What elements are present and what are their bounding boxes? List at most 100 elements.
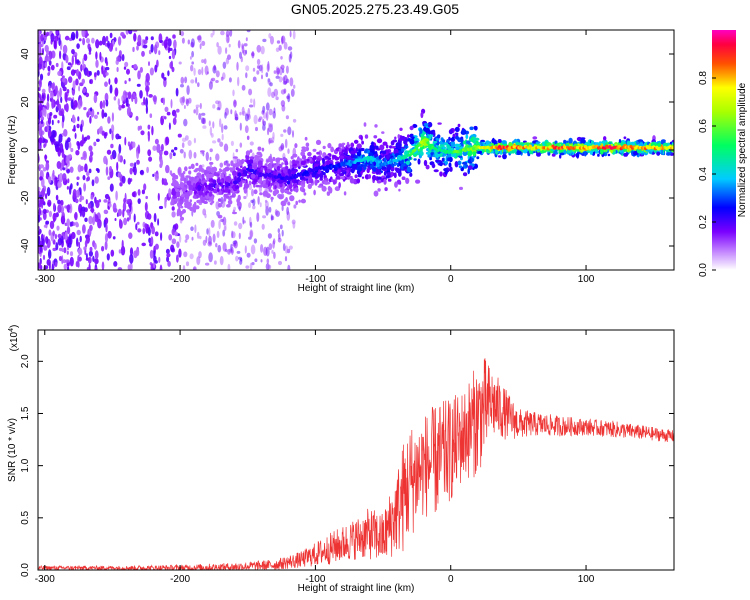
spectrogram-noise-blob — [89, 116, 92, 124]
spectrogram-ridge-mark — [583, 151, 587, 157]
spectrogram-noise-blob — [101, 261, 105, 270]
spectrogram-ridge-mark — [184, 166, 188, 172]
spectrogram-noise-blob — [38, 186, 41, 192]
spectrogram-noise-blob — [120, 245, 126, 256]
spectrogram-noise-blob — [142, 227, 146, 235]
spectrogram-noise-blob — [86, 135, 91, 140]
spectrogram-noise-blob — [59, 50, 62, 60]
spectrogram-ridge-mark — [274, 189, 280, 195]
spectrogram-noise-blob — [83, 107, 87, 111]
spectrogram-ridge-mark — [194, 190, 197, 194]
spectrogram-noise-blob — [262, 124, 266, 131]
spectrogram-ridge-mark — [204, 183, 208, 188]
spectrogram-noise-blob — [210, 33, 214, 38]
spectrogram-ridge-mark — [448, 136, 451, 141]
spectrogram-noise-blob — [125, 97, 129, 107]
spectrogram-noise-blob — [46, 186, 51, 197]
spectrogram-noise-blob — [252, 198, 256, 206]
spectrogram-noise-blob — [103, 112, 108, 118]
spectrogram-noise-blob — [68, 76, 73, 83]
spectrogram-noise-blob — [248, 202, 252, 209]
spectrogram-noise-blob — [49, 112, 53, 116]
spectrogram-ridge-mark — [287, 168, 292, 175]
spectrogram-ridge-mark — [285, 197, 288, 203]
spectrogram-ridge-mark — [205, 173, 211, 179]
spectrogram-ridge-mark — [217, 198, 222, 202]
spectrogram-noise-blob — [38, 214, 41, 223]
spectrogram-noise-blob — [39, 73, 44, 81]
spectrogram-ridge-mark — [392, 139, 398, 143]
spectrogram-ridge-mark — [298, 180, 301, 186]
spectrogram-noise-blob — [132, 166, 135, 173]
spectrogram-noise-blob — [88, 215, 93, 225]
spectrogram-ridge-mark — [394, 181, 398, 188]
spectrogram-noise-blob — [176, 254, 179, 263]
spectrogram-noise-blob — [161, 72, 165, 79]
spectrogram-ridge-mark — [216, 178, 221, 184]
spectrogram-ridge-mark — [409, 172, 413, 177]
spectrogram-noise-blob — [245, 265, 250, 269]
spectrogram-noise-blob — [63, 153, 66, 164]
spectrogram-noise-blob — [206, 228, 209, 235]
spectrogram-noise-blob — [82, 57, 85, 67]
spectrogram-ridge-mark — [170, 173, 176, 177]
spectrogram-noise-blob — [260, 45, 265, 55]
spectrogram-noise-blob — [268, 243, 273, 251]
spectrogram-ridge-mark — [266, 168, 272, 174]
spectrogram-noise-blob — [88, 145, 93, 152]
spectrogram-noise-blob — [199, 43, 202, 50]
spectrogram-noise-blob — [148, 156, 153, 162]
spectrogram-noise-blob — [93, 93, 98, 104]
spectrogram-noise-blob — [108, 78, 111, 85]
spectrogram-noise-blob — [61, 248, 65, 253]
spectrogram-ridge-mark — [401, 147, 404, 152]
spectrogram-noise-blob — [107, 116, 111, 124]
spectrogram-ridge-mark — [455, 135, 459, 140]
spectrogram-ridge-mark — [386, 164, 391, 171]
spectrogram-ridge-mark — [497, 139, 502, 143]
spectrogram-noise-blob — [221, 123, 224, 134]
spectrogram-noise-blob — [107, 40, 110, 49]
spectrogram-noise-blob — [283, 41, 288, 50]
spectrogram-ridge-mark — [451, 136, 455, 140]
spectrogram-noise-blob — [63, 263, 67, 270]
spectrogram-noise-blob — [219, 162, 224, 168]
spectrogram-ridge-core — [346, 162, 350, 166]
spectrogram-noise-blob — [81, 30, 86, 38]
spectrogram-noise-blob — [161, 41, 165, 46]
spectrogram-ridge-mark — [462, 150, 468, 156]
spectrogram-ridge-mark — [450, 140, 456, 147]
spectrogram-noise-blob — [288, 245, 293, 250]
spectrogram-noise-blob — [46, 124, 50, 133]
spectrogram-noise-blob — [290, 88, 295, 97]
spectrogram-ridge-mark — [196, 199, 202, 204]
spectrogram-ridge-core — [415, 146, 419, 150]
spectrogram-ridge-mark — [200, 168, 205, 173]
spectrogram-ridge-mark — [620, 141, 624, 147]
spectrogram-noise-blob — [38, 235, 41, 246]
spectrogram-ridge-mark — [284, 160, 289, 166]
spectrogram-noise-blob — [64, 231, 68, 241]
spectrogram-noise-blob — [123, 217, 128, 226]
spectrogram-ridge-mark — [291, 169, 297, 175]
spectrogram-ridge-mark — [217, 214, 223, 219]
spectrogram-ridge-mark — [217, 203, 222, 208]
spectrogram-noise-blob — [276, 40, 281, 44]
spectrogram-noise-blob — [104, 81, 108, 87]
spectrogram-noise-blob — [114, 77, 118, 85]
spectrogram-noise-blob — [82, 224, 86, 234]
spectrogram-noise-blob — [196, 35, 202, 41]
spectrogram-noise-blob — [38, 97, 41, 106]
spectrogram-ridge-mark — [427, 121, 433, 128]
spectrogram-ridge-mark — [395, 167, 400, 173]
spectrogram-ridge-mark — [294, 179, 299, 183]
spectrogram-ridge-mark — [338, 182, 341, 189]
spectrogram-ridge-mark — [341, 149, 346, 153]
spectrogram-ridge-mark — [213, 171, 218, 177]
spectrogram-noise-blob — [94, 213, 98, 220]
spectrogram-ridge-mark — [448, 156, 453, 163]
spectrogram-ridge-mark — [248, 180, 252, 186]
spectrogram-ridge-mark — [265, 179, 269, 185]
spectrogram-ridge-mark — [343, 191, 347, 196]
spectrogram-ridge-mark — [465, 140, 471, 145]
